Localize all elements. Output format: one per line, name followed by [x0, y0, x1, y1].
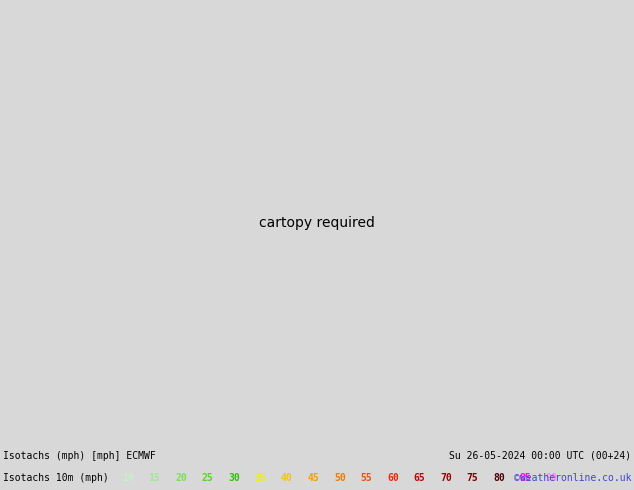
- Text: 65: 65: [413, 473, 425, 483]
- Text: 35: 35: [254, 473, 266, 483]
- Text: 20: 20: [175, 473, 187, 483]
- Text: Isotachs 10m (mph): Isotachs 10m (mph): [3, 473, 109, 483]
- Text: 50: 50: [334, 473, 346, 483]
- Text: 80: 80: [493, 473, 505, 483]
- Text: 85: 85: [519, 473, 531, 483]
- Text: 60: 60: [387, 473, 399, 483]
- Text: 15: 15: [148, 473, 160, 483]
- Text: Isotachs (mph) [mph] ECMWF: Isotachs (mph) [mph] ECMWF: [3, 451, 156, 461]
- Text: cartopy required: cartopy required: [259, 216, 375, 230]
- Text: 10: 10: [122, 473, 134, 483]
- Text: ©weatheronline.co.uk: ©weatheronline.co.uk: [514, 473, 631, 483]
- Text: Su 26-05-2024 00:00 UTC (00+24): Su 26-05-2024 00:00 UTC (00+24): [449, 451, 631, 461]
- Text: 45: 45: [307, 473, 320, 483]
- Text: 30: 30: [228, 473, 240, 483]
- Text: 25: 25: [202, 473, 213, 483]
- Text: 55: 55: [361, 473, 372, 483]
- Text: 75: 75: [467, 473, 478, 483]
- Text: 90: 90: [546, 473, 558, 483]
- Text: 70: 70: [440, 473, 452, 483]
- Text: 40: 40: [281, 473, 293, 483]
